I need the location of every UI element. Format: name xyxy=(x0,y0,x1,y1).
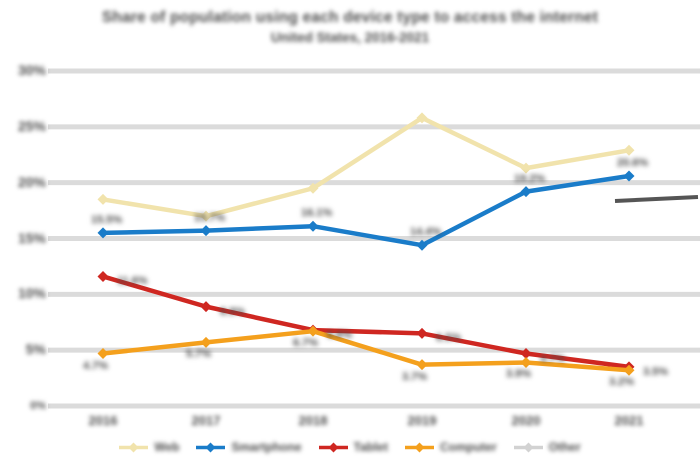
data-label-tablet: 6.8% xyxy=(327,329,353,342)
series-line-tablet xyxy=(100,274,632,370)
data-point-marker xyxy=(623,170,635,182)
data-label-computer: 3.2% xyxy=(609,376,635,389)
data-point-marker xyxy=(520,356,532,368)
data-point-marker xyxy=(520,186,532,198)
series-line-smartphone xyxy=(100,173,632,248)
data-point-marker xyxy=(416,327,428,339)
x-axis-tick-label: 2016 xyxy=(88,413,118,428)
legend-label: Other xyxy=(548,440,581,454)
legend-line-marker-icon xyxy=(404,442,434,452)
series-line-computer xyxy=(100,328,632,373)
legend-line-marker-icon xyxy=(513,442,543,452)
legend-label: Web xyxy=(154,440,180,454)
series-line-web xyxy=(100,115,632,219)
legend-label: Computer xyxy=(439,440,497,454)
legend-label: Smartphone xyxy=(231,440,302,454)
data-label-tablet: 11.6% xyxy=(117,275,148,288)
chart-title-line2: United States, 2016-2021 xyxy=(270,30,430,45)
legend-label: Tablet xyxy=(353,440,388,454)
legend-item-tablet: Tablet xyxy=(318,440,388,454)
data-point-marker xyxy=(623,144,635,156)
x-axis-tick-label: 2021 xyxy=(614,413,644,428)
legend-item-computer: Computer xyxy=(404,440,497,454)
data-label-smartphone: 14.4% xyxy=(410,226,442,239)
chart-title-line1: Share of population using each device ty… xyxy=(101,9,599,26)
y-axis-tick-label: 20% xyxy=(17,173,46,190)
data-label-smartphone: 20.6% xyxy=(617,156,649,169)
data-point-marker xyxy=(520,162,532,174)
data-label-smartphone: 15.7% xyxy=(194,211,226,224)
data-label-tablet: 4.7% xyxy=(540,352,566,365)
data-point-marker xyxy=(623,364,635,376)
partial-gray-series-line xyxy=(614,195,699,203)
x-axis-tick-label: 2020 xyxy=(511,413,541,428)
data-point-marker xyxy=(416,112,428,124)
data-point-marker xyxy=(97,270,109,282)
legend-item-other: Other xyxy=(513,440,581,454)
data-label-computer: 3.9% xyxy=(506,368,532,381)
legend-item-web: Web xyxy=(119,440,179,454)
data-point-marker xyxy=(200,336,212,348)
chart-legend: Web Smartphone Tablet Computer Other xyxy=(0,440,700,454)
data-label-smartphone: 19.2% xyxy=(514,172,546,185)
y-axis-tick-label: 15% xyxy=(17,229,46,246)
data-label-smartphone: 15.5% xyxy=(91,213,123,226)
data-point-marker xyxy=(97,193,109,205)
data-label-tablet: 6.5% xyxy=(436,332,462,345)
x-axis-tick-label: 2018 xyxy=(298,413,328,428)
data-point-marker xyxy=(97,348,109,360)
data-point-marker xyxy=(520,348,532,360)
data-label-computer: 6.7% xyxy=(293,337,319,350)
x-axis-tick-label: 2017 xyxy=(191,413,221,428)
data-label-computer: 4.7% xyxy=(83,359,109,372)
data-point-marker xyxy=(416,239,428,251)
legend-item-smartphone: Smartphone xyxy=(196,440,302,454)
data-label-smartphone: 16.1% xyxy=(301,207,333,220)
data-point-marker xyxy=(416,359,428,371)
y-axis-tick-label: 30% xyxy=(17,62,46,78)
data-label-computer: 5.7% xyxy=(186,348,212,361)
y-axis-tick-label: 25% xyxy=(17,117,46,134)
x-axis-tick-label: 2019 xyxy=(407,413,437,428)
y-axis-tick-label: 10% xyxy=(17,285,46,302)
data-point-marker xyxy=(97,227,109,239)
data-label-computer: 3.7% xyxy=(402,370,428,383)
data-point-marker xyxy=(307,220,319,232)
data-label-tablet: 8.9% xyxy=(220,305,246,318)
data-point-marker xyxy=(200,225,212,237)
data-point-marker xyxy=(200,210,212,222)
y-axis-tick-label: 5% xyxy=(25,341,46,358)
legend-line-marker-icon xyxy=(318,442,348,452)
data-point-marker xyxy=(200,301,212,313)
data-label-tablet: 3.5% xyxy=(643,365,669,378)
data-point-marker xyxy=(307,325,319,337)
chart-title: Share of population using each device ty… xyxy=(0,9,700,45)
legend-line-marker-icon xyxy=(196,442,226,452)
data-point-marker xyxy=(307,182,319,194)
y-axis-tick-label: 0% xyxy=(30,400,46,412)
legend-line-marker-icon xyxy=(119,442,149,452)
